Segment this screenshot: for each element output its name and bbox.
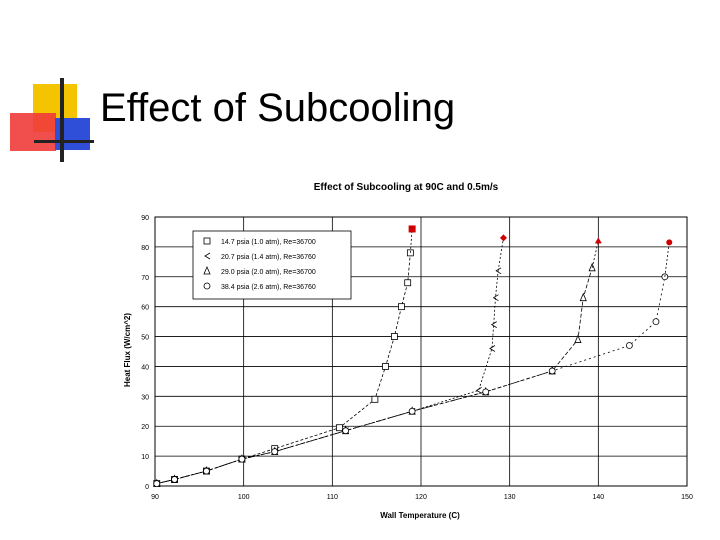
- x-tick-label: 100: [238, 494, 250, 501]
- y-tick-label: 70: [141, 275, 149, 282]
- x-tick-label: 130: [504, 494, 516, 501]
- logo-red-square: [10, 113, 56, 151]
- y-tick-label: 80: [141, 245, 149, 252]
- burnout-point: [666, 239, 673, 246]
- series-layer: [153, 225, 673, 488]
- burnout-connector: [664, 242, 670, 277]
- burnout-point: [408, 225, 416, 233]
- data-point: [408, 407, 416, 415]
- y-tick-label: 10: [141, 454, 149, 461]
- y-tick-label: 20: [141, 424, 149, 431]
- data-point: [271, 448, 279, 456]
- data-point: [398, 303, 405, 311]
- data-point: [490, 321, 497, 328]
- data-point: [203, 467, 210, 475]
- y-axis-label: Heat Flux (W/cm^2): [123, 313, 132, 387]
- logo-horizontal-line: [34, 140, 94, 143]
- data-point: [203, 237, 211, 245]
- data-point: [390, 333, 398, 340]
- legend-entry: 29.0 psia (2.0 atm), Re=36700: [203, 265, 316, 276]
- legend-entry: 14.7 psia (1.0 atm), Re=36700: [203, 237, 316, 246]
- data-point: [489, 345, 496, 352]
- y-tick-label: 30: [141, 394, 149, 401]
- data-point: [203, 282, 211, 290]
- burnout-connector: [497, 237, 504, 271]
- legend-entry: 38.4 psia (2.6 atm), Re=36760: [203, 282, 316, 291]
- data-point: [204, 252, 211, 260]
- data-point: [404, 279, 412, 287]
- data-point: [203, 265, 211, 275]
- data-point: [492, 294, 499, 302]
- burnout-connector: [591, 240, 599, 268]
- data-point: [336, 424, 343, 432]
- y-tick-label: 40: [141, 364, 149, 371]
- legend-label: 14.7 psia (1.0 atm), Re=36700: [221, 239, 316, 246]
- data-point: [475, 387, 482, 394]
- slide-title: Effect of Subcooling: [100, 86, 456, 130]
- data-point: [342, 427, 350, 435]
- legend-label: 29.0 psia (2.0 atm), Re=36700: [221, 269, 316, 276]
- legend-label: 38.4 psia (2.6 atm), Re=36760: [221, 284, 316, 291]
- data-point: [153, 480, 161, 488]
- x-tick-label: 90: [151, 494, 159, 501]
- y-tick-label: 0: [145, 484, 149, 491]
- plot-border: [154, 216, 688, 487]
- data-point: [382, 363, 389, 370]
- legend-box: [192, 230, 352, 300]
- legend-label: 20.7 psia (1.4 atm), Re=36760: [221, 254, 316, 261]
- data-point: [371, 395, 379, 403]
- y-tick-label: 90: [141, 215, 149, 222]
- burnout-point: [594, 237, 602, 244]
- series-circle: [153, 239, 673, 488]
- legend-entry: 20.7 psia (1.4 atm), Re=36760: [204, 252, 316, 261]
- x-axis-label: Wall Temperature (C): [380, 511, 460, 520]
- x-tick-label: 110: [327, 494, 338, 501]
- data-point: [238, 455, 246, 463]
- data-point: [548, 367, 556, 375]
- legend: 14.7 psia (1.0 atm), Re=36700 20.7 psia (…: [192, 230, 352, 300]
- data-point: [482, 388, 490, 396]
- axes: 0 10 20 30 40 50 60 70 80 90 90 100 110 120 130 140 150: [141, 215, 693, 501]
- logo-vertical-line: [60, 78, 64, 162]
- x-tick-label: 150: [681, 494, 693, 501]
- data-point: [495, 267, 502, 275]
- x-tick-label: 140: [592, 494, 604, 501]
- chart-title: Effect of Subcooling at 90C and 0.5m/s: [314, 182, 499, 193]
- data-point: [625, 342, 633, 349]
- y-tick-label: 60: [141, 305, 149, 312]
- data-point: [171, 476, 178, 483]
- x-tick-label: 120: [415, 494, 427, 501]
- data-point: [574, 334, 582, 343]
- burnout-point: [499, 234, 507, 242]
- y-tick-label: 50: [141, 335, 149, 342]
- series-line: [156, 276, 666, 484]
- data-point: [652, 318, 660, 326]
- data-point: [579, 292, 587, 302]
